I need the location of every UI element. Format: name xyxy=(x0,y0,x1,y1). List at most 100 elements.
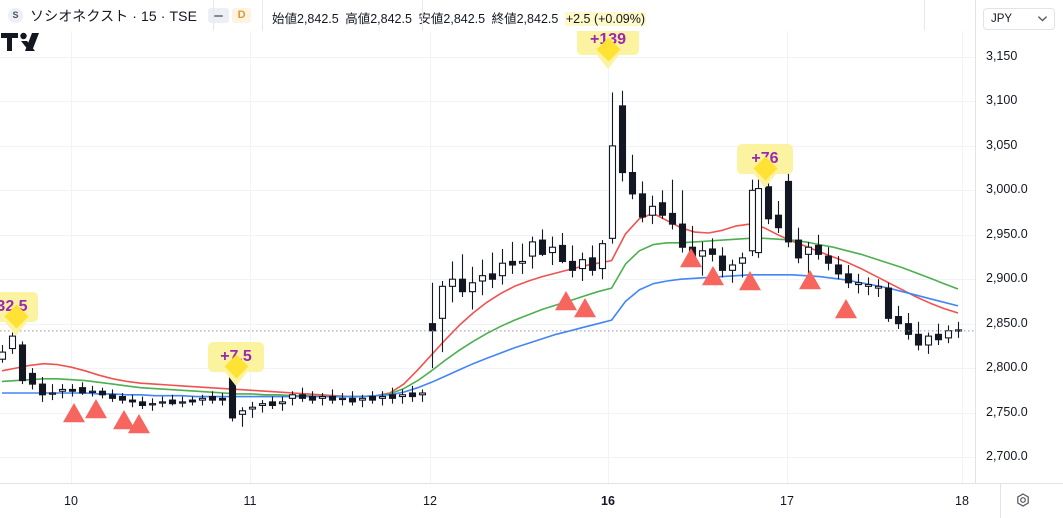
candle xyxy=(488,252,497,289)
price-tick: 2,700.0 xyxy=(986,449,1028,463)
candlestick-chart xyxy=(0,31,975,483)
candle-body xyxy=(608,145,617,239)
signal-triangle-marker xyxy=(680,248,702,268)
candle-body xyxy=(588,257,597,271)
chevron-down-icon xyxy=(1038,16,1047,22)
candle xyxy=(308,391,317,404)
candle xyxy=(754,177,763,258)
candle-body xyxy=(548,246,557,254)
time-scale-divider xyxy=(1000,484,1001,518)
candle-body xyxy=(98,390,107,396)
candle xyxy=(158,396,167,408)
candle-body xyxy=(668,212,677,225)
candle xyxy=(398,389,407,404)
candle xyxy=(884,282,893,322)
candle-body xyxy=(288,394,297,399)
signal-label-pointer xyxy=(754,174,776,188)
candle xyxy=(784,170,793,248)
symbol-title[interactable]: ソシオネクスト · 15 · TSE xyxy=(30,7,198,24)
candle xyxy=(0,345,7,363)
candle xyxy=(98,387,107,399)
candle-body xyxy=(508,260,517,266)
candle-body xyxy=(894,316,903,325)
candle-body xyxy=(578,259,587,270)
candle-body xyxy=(428,323,437,332)
signal-label-pointer xyxy=(597,55,619,69)
minimize-badge-icon[interactable] xyxy=(208,8,230,23)
candle-body xyxy=(58,388,67,392)
candle-body xyxy=(708,248,717,255)
chart-plot-area[interactable]: 32.5+7.5+139+76 xyxy=(0,31,975,483)
candle xyxy=(68,384,77,397)
candle-body xyxy=(628,172,637,195)
signal-label-pointer xyxy=(5,322,27,336)
candle xyxy=(128,394,137,408)
candle-body xyxy=(238,410,247,415)
candle-body xyxy=(954,329,963,332)
candle-body xyxy=(498,262,507,277)
candle xyxy=(378,391,387,406)
candle xyxy=(814,234,823,260)
ma-line xyxy=(1,212,959,398)
time-scale[interactable]: 10 11 12 16 17 18 xyxy=(0,483,1063,518)
price-tick: 3,000.0 xyxy=(986,182,1028,196)
candle xyxy=(834,256,843,280)
candle-body xyxy=(378,396,387,399)
price-tick: 3,150 xyxy=(986,49,1018,63)
candle-body xyxy=(904,323,913,335)
candle xyxy=(78,382,87,395)
symbol-row[interactable]: S ソシオネクスト · 15 · TSE D xyxy=(8,4,252,27)
interval-badge[interactable]: D xyxy=(232,8,252,23)
candle xyxy=(188,396,197,406)
candle xyxy=(18,341,27,385)
candle-body xyxy=(754,188,763,254)
candle-body xyxy=(18,344,27,382)
candle-body xyxy=(784,180,793,243)
ohlc-high: 高値2,842.5 xyxy=(345,12,412,26)
candle xyxy=(388,387,397,404)
candle xyxy=(518,243,527,274)
candle-body xyxy=(0,351,7,360)
candle-body xyxy=(804,246,813,255)
gear-icon[interactable] xyxy=(1014,492,1032,510)
candle-body xyxy=(558,244,567,262)
candle xyxy=(58,384,67,399)
candle xyxy=(238,407,247,427)
ohlc-low: 安値2,842.5 xyxy=(418,12,486,26)
candle-body xyxy=(884,287,893,319)
candle-body xyxy=(158,401,167,404)
currency-selector[interactable]: JPY xyxy=(983,8,1055,30)
time-tick: 11 xyxy=(243,494,257,508)
candle-body xyxy=(874,285,883,289)
time-tick: 16 xyxy=(601,494,615,508)
ohlc-change: +2.5 (+0.09%) xyxy=(564,12,647,26)
signal-triangle-marker xyxy=(85,399,107,419)
candle-body xyxy=(728,264,737,271)
candle xyxy=(298,387,307,402)
signal-triangle-marker xyxy=(835,299,857,319)
candle xyxy=(924,332,933,354)
price-scale[interactable]: JPY 3,150 3,100 3,050 3,000.0 2,950.0 2,900.0… xyxy=(975,0,1063,483)
candle-body xyxy=(368,396,377,401)
signal-triangle-marker xyxy=(555,291,577,311)
time-tick: 18 xyxy=(955,494,969,508)
candle xyxy=(88,385,97,397)
legend-divider-1 xyxy=(213,0,214,31)
candle-body xyxy=(298,394,307,399)
candle-body xyxy=(108,394,117,399)
candle-body xyxy=(458,278,467,293)
candle xyxy=(844,265,853,289)
candle xyxy=(198,394,207,406)
candle-body xyxy=(448,278,457,287)
candle-body xyxy=(8,335,17,350)
candle xyxy=(328,389,337,404)
candle xyxy=(348,391,357,406)
candle xyxy=(578,252,587,281)
candle xyxy=(528,236,537,269)
candle-body xyxy=(28,372,37,385)
candle xyxy=(448,261,457,303)
signal-triangle-marker xyxy=(63,403,85,423)
candle-body xyxy=(658,202,667,216)
candle xyxy=(418,389,427,402)
